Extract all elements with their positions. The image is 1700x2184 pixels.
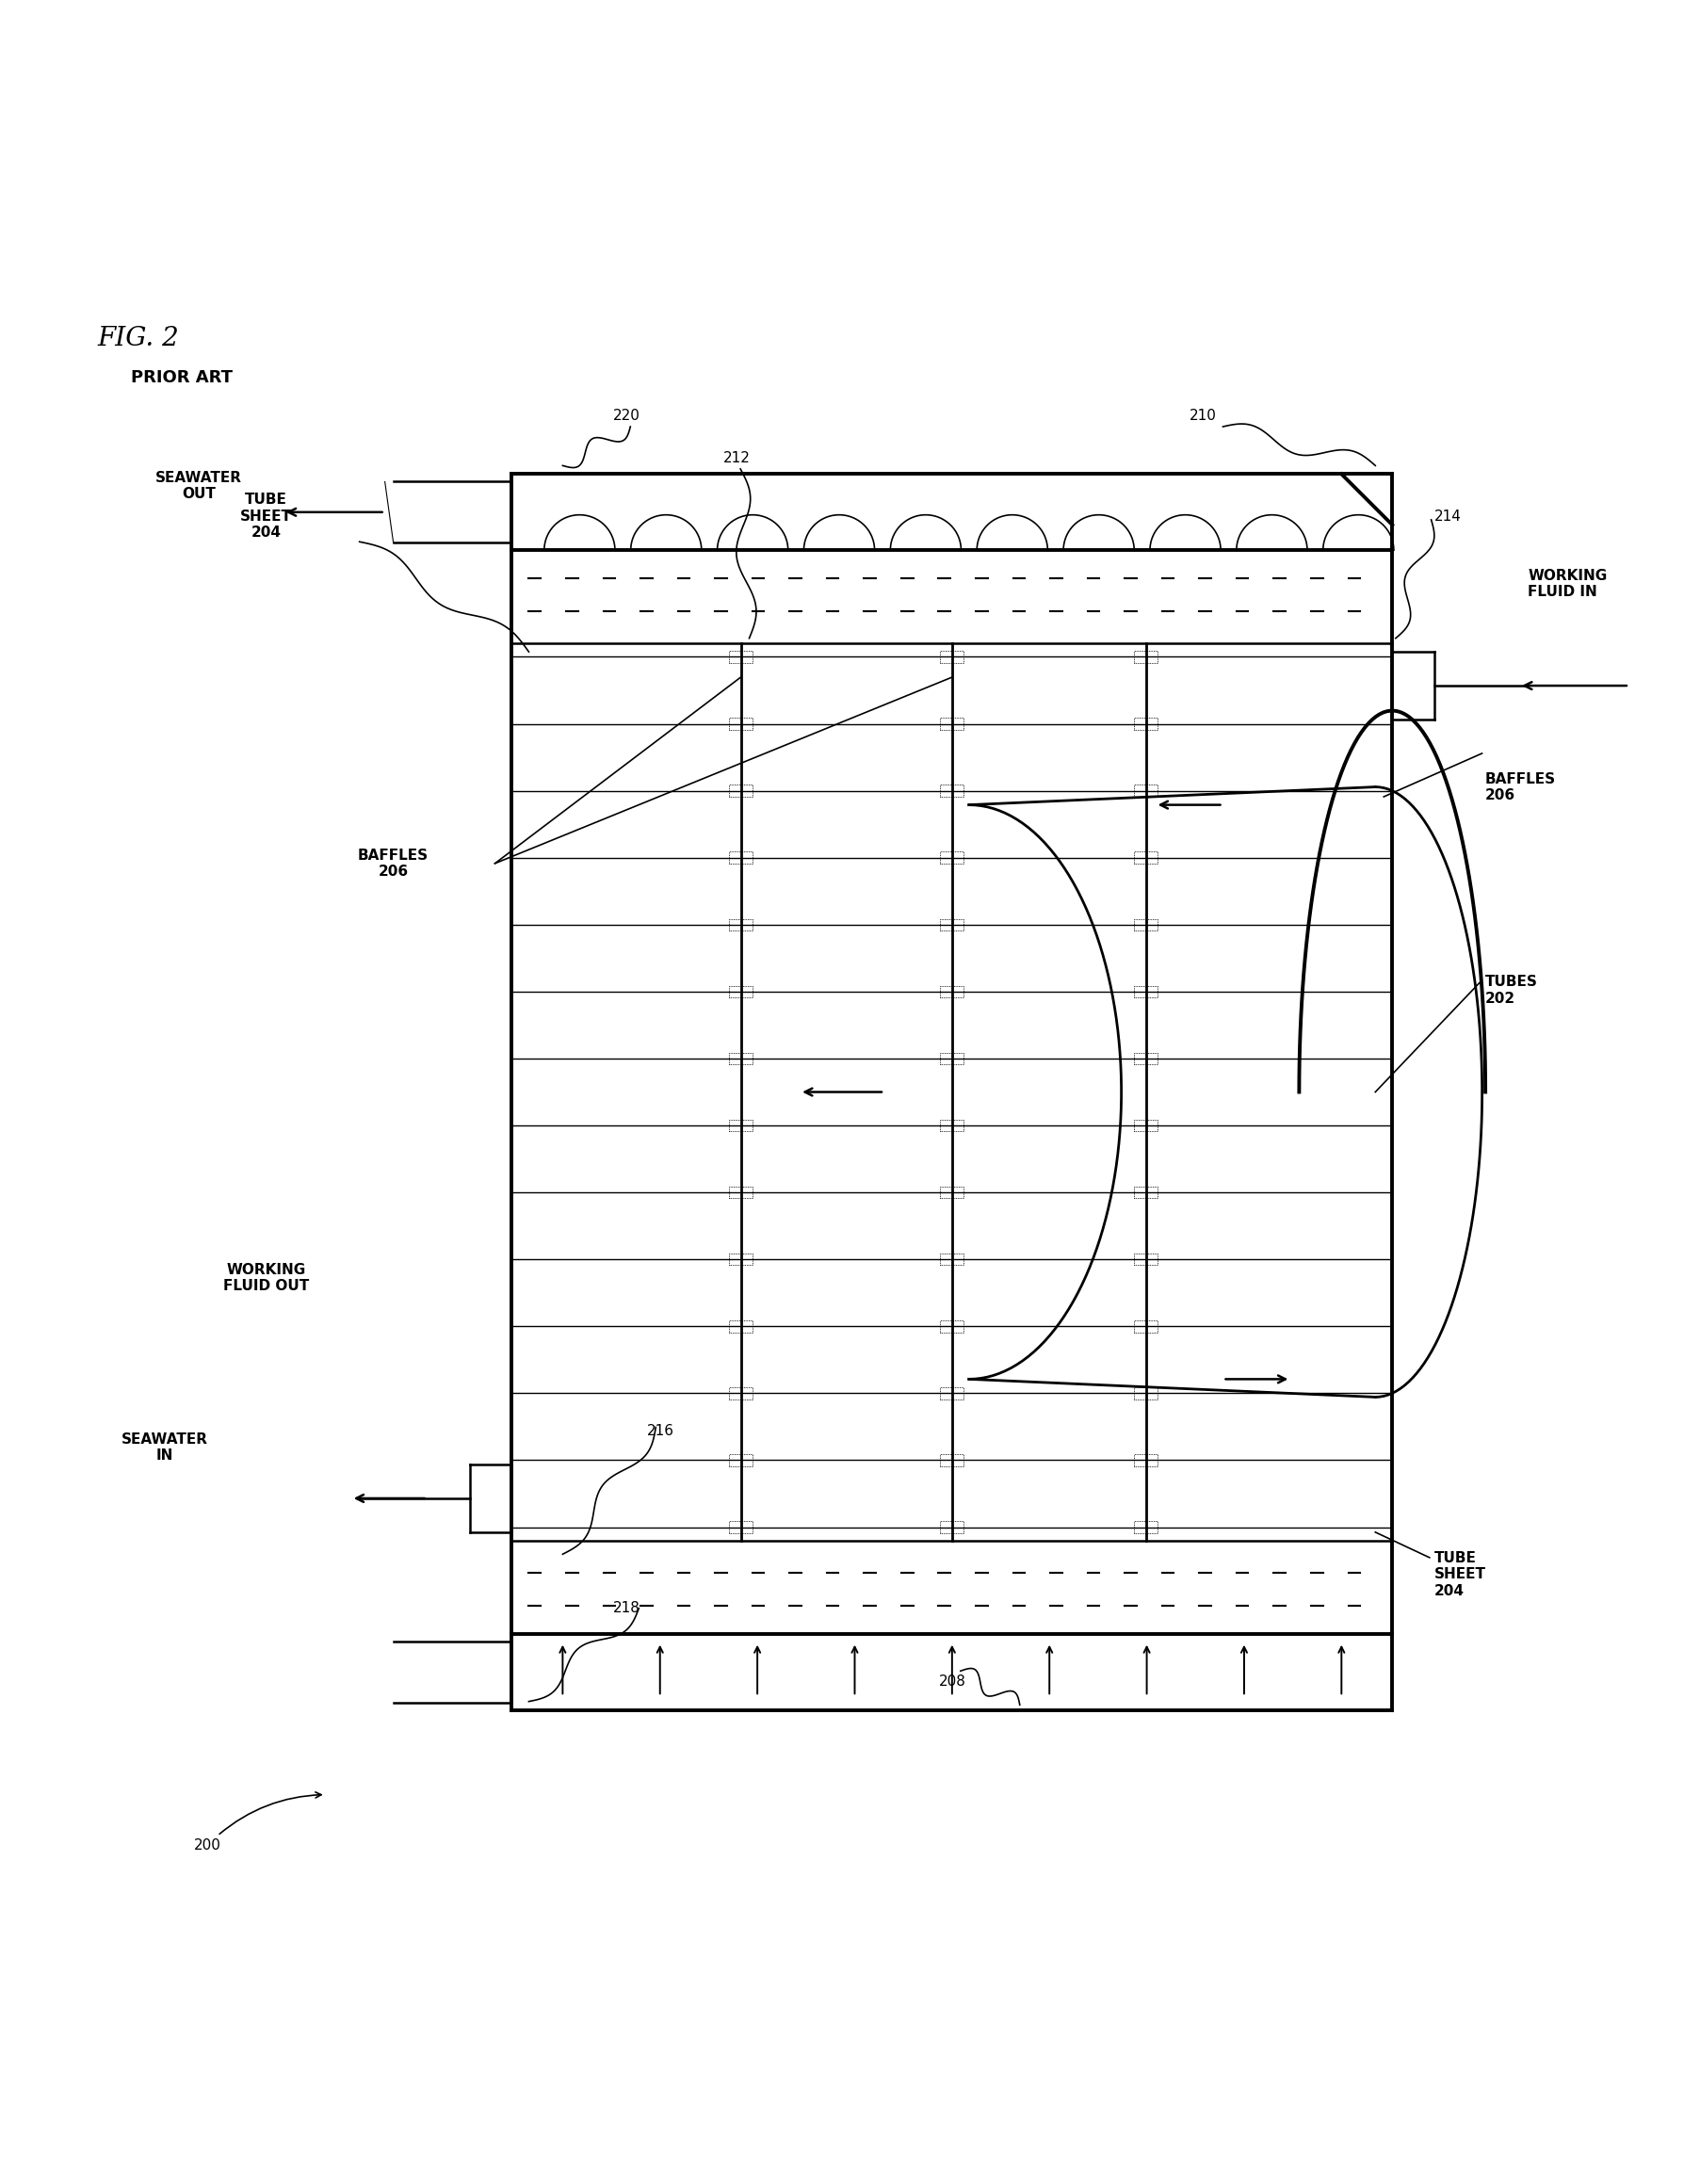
Bar [729,852,751,863]
Text: 220: 220 [614,408,641,424]
Bar [940,1387,964,1400]
Bar [940,1254,964,1265]
Bar [1134,1120,1158,1131]
Bar [940,1321,964,1332]
Bar [1134,1254,1158,1265]
Bar [729,1254,751,1265]
Bar [1134,1455,1158,1465]
Bar [1134,1387,1158,1400]
Text: SEAWATER
OUT: SEAWATER OUT [155,470,241,500]
Bar [1134,852,1158,863]
Text: BAFFLES
206: BAFFLES 206 [1484,771,1556,802]
Text: 208: 208 [938,1675,966,1688]
Text: 214: 214 [1433,509,1460,524]
Bar [940,784,964,797]
Bar [1134,651,1158,662]
Text: 210: 210 [1188,408,1216,424]
Bar [729,1053,751,1064]
Text: BAFFLES
206: BAFFLES 206 [357,847,428,878]
Bar [1134,919,1158,930]
Text: WORKING
FLUID IN: WORKING FLUID IN [1527,568,1606,598]
Text: TUBE
SHEET
204: TUBE SHEET 204 [240,494,292,539]
Text: TUBE
SHEET
204: TUBE SHEET 204 [1433,1551,1486,1599]
Bar [1134,1053,1158,1064]
Bar [940,919,964,930]
Bar [729,1387,751,1400]
Bar [1134,1186,1158,1199]
Bar [940,1120,964,1131]
Text: PRIOR ART: PRIOR ART [131,369,233,387]
Bar [729,1186,751,1199]
Bar [940,651,964,662]
Bar [729,1455,751,1465]
Bar [940,1186,964,1199]
Bar [940,1053,964,1064]
Text: WORKING
FLUID OUT: WORKING FLUID OUT [223,1262,309,1293]
Text: 218: 218 [614,1601,641,1616]
Bar [1134,985,1158,998]
Bar [940,719,964,729]
Text: SEAWATER
IN: SEAWATER IN [121,1433,207,1463]
Bar [729,651,751,662]
Bar [1134,1522,1158,1533]
Bar [512,550,1392,1634]
Text: FIG. 2: FIG. 2 [97,325,178,352]
Text: 216: 216 [648,1424,675,1437]
Bar [729,919,751,930]
Text: 200: 200 [194,1793,321,1852]
Bar [1134,784,1158,797]
Text: 212: 212 [722,452,750,465]
Bar [940,1522,964,1533]
Bar [940,852,964,863]
Bar [1134,1321,1158,1332]
Text: TUBES
202: TUBES 202 [1484,976,1537,1005]
Bar [729,784,751,797]
Bar [729,1522,751,1533]
Bar [940,1455,964,1465]
Bar [729,719,751,729]
Bar [729,1120,751,1131]
Bar [940,985,964,998]
Bar [1134,719,1158,729]
Bar [729,1321,751,1332]
Bar [729,985,751,998]
